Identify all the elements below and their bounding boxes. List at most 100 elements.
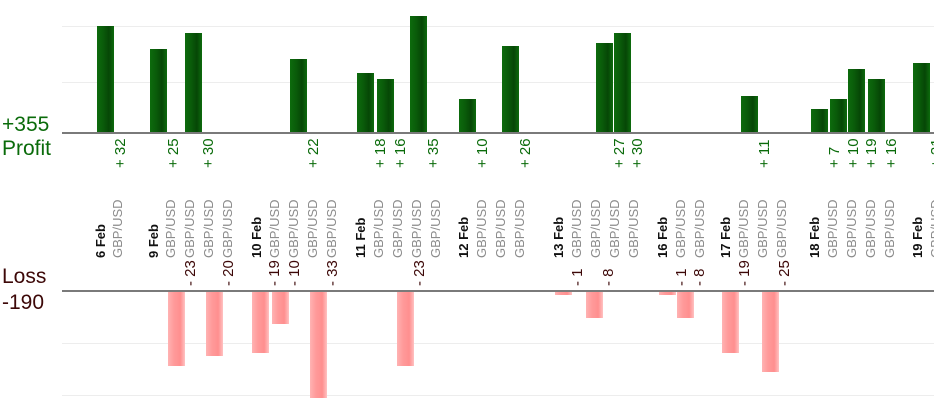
x-tick-instrument: GBP/USD (863, 199, 878, 258)
profit-value-label: + 10 (845, 138, 862, 168)
x-tick-instrument: GBP/USD (844, 199, 859, 258)
x-tick-instrument: GBP/USD (474, 199, 489, 258)
profit-value-label: + 27 (611, 138, 628, 168)
x-tick-instrument: GBP/USD (371, 199, 386, 258)
profit-bar (410, 16, 427, 132)
profit-value-label: + 16 (883, 138, 900, 168)
loss-value-label: - 33 (324, 260, 341, 286)
profit-bar (811, 109, 828, 132)
x-tick-instrument: GBP/USD (692, 199, 707, 258)
loss-bar (397, 292, 414, 366)
profit-value-label: + 25 (165, 138, 182, 168)
x-tick-instrument: GBP/USD (588, 199, 603, 258)
x-tick-instrument: GBP/USD (201, 199, 216, 258)
x-tick-instrument: GBP/USD (626, 199, 641, 258)
loss-bar (586, 292, 603, 318)
loss-bar (762, 292, 779, 372)
profit-bar (357, 73, 374, 132)
loss-bar (659, 292, 676, 295)
x-tick-instrument: GBP/USD (607, 199, 622, 258)
loss-value-label: - 10 (286, 260, 303, 286)
profit-value-label: + 7 (826, 146, 843, 168)
x-tick-instrument: GBP/USD (110, 199, 125, 258)
profit-bar (614, 33, 631, 132)
x-tick-instrument: GBP/USD (736, 199, 751, 258)
profit-bar (459, 99, 476, 132)
x-tick-instrument: GBP/USD (409, 199, 424, 258)
profit-value-label: + 30 (629, 138, 646, 168)
x-tick-instrument: GBP/USD (163, 199, 178, 258)
profit-bar (913, 63, 930, 132)
profit-bar (741, 96, 758, 132)
loss-gridline (62, 395, 934, 396)
loss-bar (555, 292, 572, 295)
profit-bar (97, 26, 114, 132)
profit-value-label: + 18 (372, 138, 389, 168)
loss-bar (252, 292, 269, 353)
x-tick-instrument: GBP/USD (825, 199, 840, 258)
x-tick-date: 12 Feb (456, 216, 471, 258)
x-tick-instrument: GBP/USD (267, 199, 282, 258)
x-tick-instrument: GBP/USD (882, 199, 897, 258)
x-tick-instrument: GBP/USD (569, 199, 584, 258)
x-tick-date: 9 Feb (146, 224, 161, 258)
profit-bar (596, 43, 613, 132)
profit-value-label: + 32 (112, 138, 129, 168)
x-tick-instrument: GBP/USD (493, 199, 508, 258)
loss-gridline (62, 343, 934, 344)
x-tick-instrument: GBP/USD (220, 199, 235, 258)
x-tick-date: 17 Feb (718, 216, 733, 258)
x-tick-date: 10 Feb (249, 216, 264, 258)
loss-value-label: - 19 (736, 260, 753, 286)
loss-value-label: - 1 (569, 268, 586, 286)
profit-value-label: + 26 (517, 138, 534, 168)
loss-bar (722, 292, 739, 353)
loss-axis-caption: Loss (2, 265, 47, 288)
profit-zero-axis (62, 132, 934, 134)
profit-value-label: + 10 (474, 138, 491, 168)
x-tick-instrument: GBP/USD (774, 199, 789, 258)
x-tick-instrument: GBP/USD (324, 199, 339, 258)
profit-value-label: + 22 (305, 138, 322, 168)
loss-value-label: - 23 (182, 260, 199, 286)
loss-bar (677, 292, 694, 318)
x-tick-date: 18 Feb (807, 216, 822, 258)
profit-bar (290, 59, 307, 132)
x-tick-instrument: GBP/USD (755, 199, 770, 258)
x-tick-instrument: GBP/USD (305, 199, 320, 258)
x-tick-instrument: GBP/USD (512, 199, 527, 258)
loss-plot-area (0, 292, 934, 420)
profit-total-label: +355 (2, 113, 50, 136)
x-tick-date: 16 Feb (655, 216, 670, 258)
loss-value-label: - 8 (600, 268, 617, 286)
x-tick-date: 19 Feb (910, 216, 925, 258)
x-tick-date: 13 Feb (551, 216, 566, 258)
profit-value-label: + 35 (425, 138, 442, 168)
x-tick-instrument: GBP/USD (673, 199, 688, 258)
profit-value-label: + 19 (863, 138, 880, 168)
profit-bar (868, 79, 885, 132)
loss-value-label: - 20 (220, 260, 237, 286)
loss-bar (206, 292, 223, 356)
profit-bar (185, 33, 202, 132)
loss-total-label: -190 (2, 291, 45, 314)
profit-bar (848, 69, 865, 132)
x-tick-instrument: GBP/USD (286, 199, 301, 258)
loss-value-label: - 8 (691, 268, 708, 286)
loss-bar (272, 292, 289, 324)
loss-value-label: - 23 (411, 260, 428, 286)
loss-value-label: - 19 (266, 260, 283, 286)
profit-bar (377, 79, 394, 132)
profit-bar (830, 99, 847, 132)
x-tick-instrument: GBP/USD (928, 199, 934, 258)
profit-axis-caption: Profit (2, 137, 52, 160)
loss-value-label: - 1 (673, 268, 690, 286)
profit-gridline (62, 26, 934, 27)
x-tick-date: 6 Feb (93, 224, 108, 258)
profit-value-label: + 16 (392, 138, 409, 168)
x-tick-instrument: GBP/USD (390, 199, 405, 258)
profit-value-label: + 30 (200, 138, 217, 168)
x-tick-instrument: GBP/USD (182, 199, 197, 258)
profit-gridline (62, 82, 934, 83)
